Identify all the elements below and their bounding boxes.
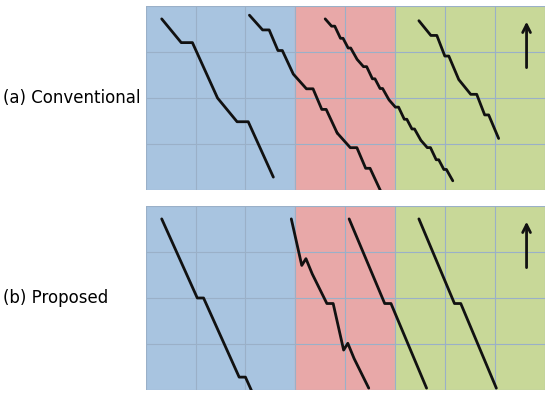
Bar — [295, 6, 395, 190]
Bar — [295, 206, 395, 390]
Bar — [395, 206, 544, 390]
Text: (a) Conventional: (a) Conventional — [3, 89, 140, 107]
Bar — [146, 206, 295, 390]
Text: (b) Proposed: (b) Proposed — [3, 289, 108, 307]
Bar — [146, 6, 295, 190]
Bar — [395, 6, 544, 190]
